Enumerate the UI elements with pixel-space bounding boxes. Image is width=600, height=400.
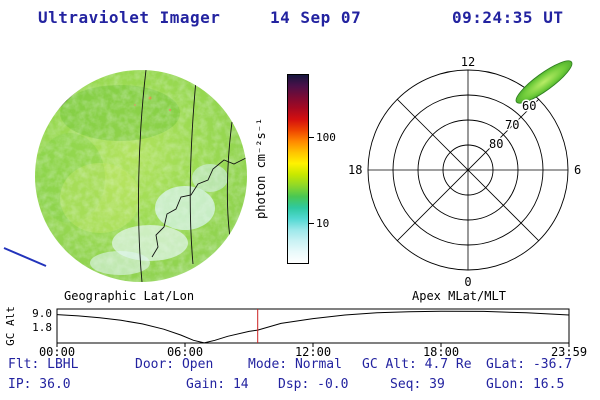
- ymax-label: 9.0: [32, 307, 52, 320]
- x-tick-0600: 06:00: [167, 345, 203, 358]
- colorbar-label: photon cm⁻²s⁻¹: [254, 117, 268, 219]
- geo-panel-title: Geographic Lat/Lon: [64, 289, 195, 303]
- colorbar-tick-10: 10: [316, 217, 330, 230]
- status-ip: IP: 36.0: [8, 377, 71, 392]
- status-dsp: Dsp: -0.0: [278, 377, 349, 392]
- x-tick-1200: 12:00: [295, 345, 331, 358]
- altitude-curve: [56, 310, 570, 344]
- x-tick-2359: 23:59: [551, 345, 587, 358]
- mlt-label-12: 12: [461, 56, 475, 69]
- mlt-label-0: 0: [464, 275, 471, 289]
- x-tick-1800: 18:00: [423, 345, 459, 358]
- timeline-frame: [56, 308, 570, 344]
- mlat-ring-labels: 60 70 80: [488, 98, 538, 153]
- app-title: Ultraviolet Imager: [38, 8, 221, 27]
- limb-indicator-line: [3, 247, 47, 267]
- status-gc-alt: GC Alt: 4.7 Re: [362, 357, 472, 372]
- colorbar-tick-100: 100: [316, 131, 336, 144]
- ring-label-60: 60: [522, 99, 536, 113]
- altitude-timeline: GC Alt 9.0 1.8 00:00 06:00 12:00 18:00 2…: [4, 306, 587, 358]
- x-tick-marks: [56, 343, 570, 347]
- status-glat: GLat: -36.7: [486, 357, 573, 372]
- colorbar-tick-mark: [309, 137, 314, 138]
- disk-texture: [35, 70, 247, 282]
- status-glon: GLon: 16.5: [486, 377, 565, 392]
- mlt-spokes: [368, 70, 568, 270]
- uvi-disk-image: [3, 70, 247, 282]
- status-mode: Mode: Normal: [248, 357, 342, 372]
- mlt-label-18: 18: [348, 163, 362, 177]
- status-seq: Seq: 39: [390, 377, 445, 392]
- date-display: 14 Sep 07: [270, 8, 362, 27]
- ring-label-70: 70: [505, 118, 519, 132]
- status-door: Door: Open: [135, 357, 214, 372]
- time-display: 09:24:35 UT: [452, 8, 564, 27]
- timeline-ylabel: GC Alt: [4, 306, 17, 346]
- status-flt: Flt: LBHL: [8, 357, 79, 372]
- status-gain: Gain: 14: [186, 377, 249, 392]
- colorbar: [287, 74, 309, 264]
- coastline: [151, 157, 247, 258]
- mlt-label-6: 6: [574, 163, 581, 177]
- ring-label-80: 80: [489, 137, 503, 151]
- apex-panel-title: Apex MLat/MLT: [412, 289, 506, 303]
- x-tick-0000: 00:00: [39, 345, 75, 358]
- apex-polar-plot: 12 0 18 6 60 70 80: [348, 56, 581, 289]
- aurora-patch: [515, 60, 573, 104]
- ymin-label: 1.8: [32, 321, 52, 334]
- colorbar-tick-mark: [309, 223, 314, 224]
